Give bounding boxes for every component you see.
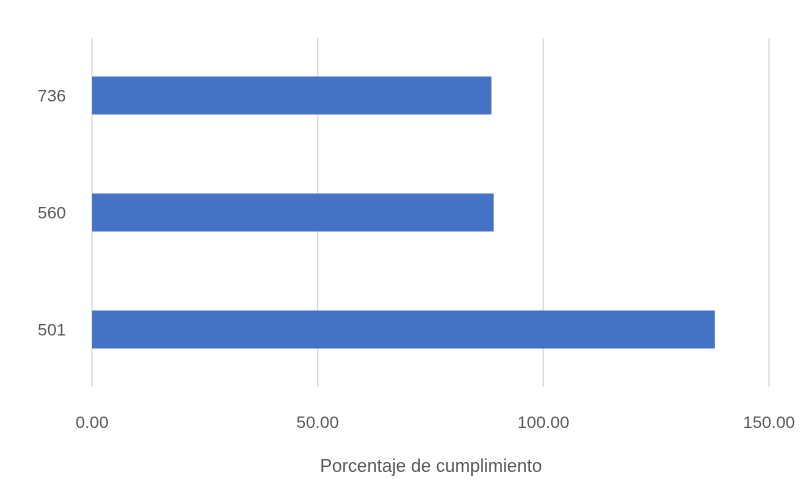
bar xyxy=(92,310,715,349)
bars xyxy=(92,76,715,349)
y-tick-label: 560 xyxy=(38,204,66,223)
bar xyxy=(92,76,492,115)
y-tick-label: 736 xyxy=(38,87,66,106)
x-tick-label: 0.00 xyxy=(75,413,108,432)
x-tick-label: 50.00 xyxy=(296,413,339,432)
y-tick-label: 501 xyxy=(38,321,66,340)
x-tick-labels: 0.00 50.00 100.00 150.00 xyxy=(75,413,795,432)
bar xyxy=(92,193,494,232)
x-tick-label: 100.00 xyxy=(517,413,569,432)
category-labels: 736 560 501 xyxy=(38,87,66,340)
x-axis-title: Porcentaje de cumplimiento xyxy=(320,456,542,476)
x-tick-label: 150.00 xyxy=(743,413,795,432)
